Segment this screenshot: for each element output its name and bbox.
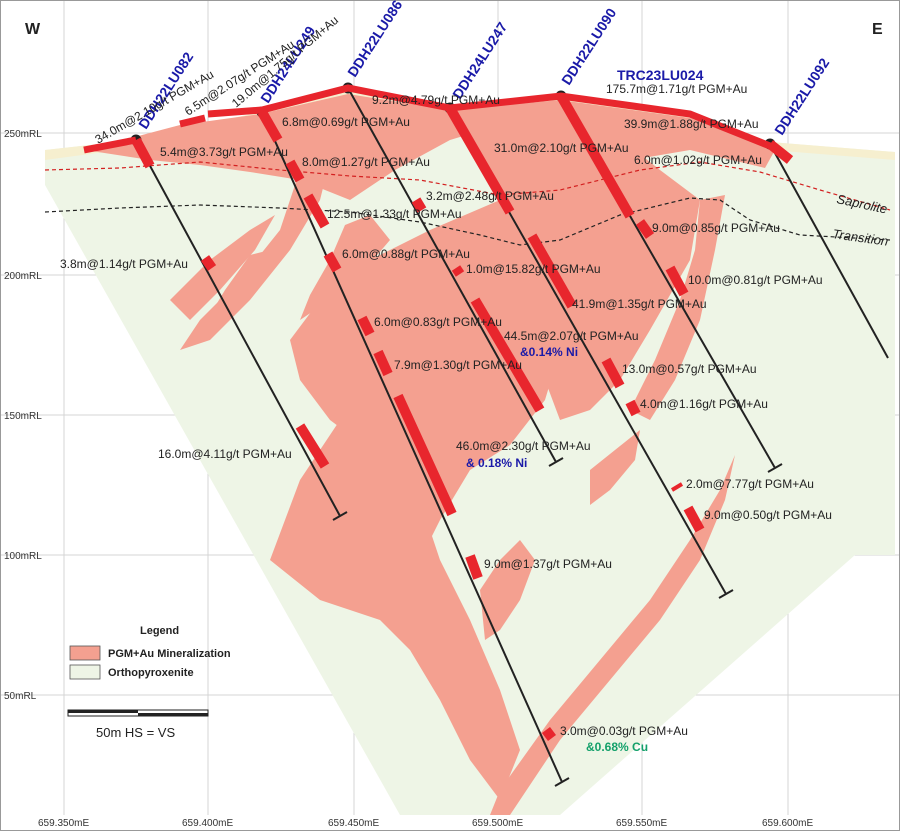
cu-note: &0.68% Cu xyxy=(586,740,648,754)
intercept-label: 31.0m@2.10g/t PGM+Au xyxy=(494,141,629,155)
intercept-label: 44.5m@2.07g/t PGM+Au xyxy=(504,329,639,343)
intercept-label: 6.0m@0.88g/t PGM+Au xyxy=(342,247,470,261)
intercept-label: 2.0m@7.77g/t PGM+Au xyxy=(686,477,814,491)
easting-label: 659.600mE xyxy=(762,818,813,829)
rl-label: 250mRL xyxy=(4,129,42,140)
legend-item: PGM+Au Mineralization xyxy=(108,648,231,660)
intercept-label: 6.0m@1.02g/t PGM+Au xyxy=(634,153,762,167)
intercept-label: 3.2m@2.48g/t PGM+Au xyxy=(426,189,554,203)
intercept-label: 12.5m@1.33g/t PGM+Au xyxy=(327,207,462,221)
easting-label: 659.450mE xyxy=(328,818,379,829)
ni-note: &0.14% Ni xyxy=(520,345,578,359)
easting-label: 659.550mE xyxy=(616,818,667,829)
intercept-label: 1.0m@15.82g/t PGM+Au xyxy=(466,262,601,276)
intercept-label: 4.0m@1.16g/t PGM+Au xyxy=(640,397,768,411)
intercept-label: 16.0m@4.11g/t PGM+Au xyxy=(158,447,292,461)
intercept-labels: 34.0m@2.10g/t PGM+Au 6.5m@2.07g/t PGM+Au… xyxy=(60,13,832,754)
scale-bar: 50m HS = VS xyxy=(67,709,209,740)
intercept-label: 6.0m@0.83g/t PGM+Au xyxy=(374,315,502,329)
intercept-label: 8.0m@1.27g/t PGM+Au xyxy=(302,155,430,169)
drill-trace-092 xyxy=(769,143,889,359)
drill-trace-086 xyxy=(347,87,557,463)
intercept-label: 46.0m@2.30g/t PGM+Au xyxy=(456,439,591,453)
easting-labels: 659.350mE 659.400mE 659.450mE 659.500mE … xyxy=(38,818,813,829)
rl-label: 150mRL xyxy=(4,411,42,422)
intercept-label: 9.0m@0.50g/t PGM+Au xyxy=(704,508,832,522)
easting-label: 659.500mE xyxy=(472,818,523,829)
legend: Legend PGM+Au Mineralization Orthopyroxe… xyxy=(69,625,231,680)
legend-title: Legend xyxy=(140,625,179,637)
intercept-label: 6.8m@0.69g/t PGM+Au xyxy=(282,115,410,129)
intercept-label: 9.0m@0.85g/t PGM+Au xyxy=(652,221,780,235)
intercept-label: 13.0m@0.57g/t PGM+Au xyxy=(622,362,757,376)
transition-boundary xyxy=(44,197,891,246)
ni-note: & 0.18% Ni xyxy=(466,456,527,470)
easting-label: 659.400mE xyxy=(182,818,233,829)
rl-label: 100mRL xyxy=(4,551,42,562)
intercept-label: 5.4m@3.73g/t PGM+Au xyxy=(160,145,288,159)
drill-trace-249 xyxy=(261,111,563,783)
hole-label: DDH22LU086 xyxy=(344,0,405,80)
rl-label: 200mRL xyxy=(4,271,42,282)
intercept-label: 39.9m@1.88g/t PGM+Au xyxy=(624,117,759,131)
easting-label: 659.350mE xyxy=(38,818,89,829)
scale-label: 50m HS = VS xyxy=(96,725,175,740)
legend-swatch-orthopyroxenite xyxy=(69,664,101,680)
intercept-label: 7.9m@1.30g/t PGM+Au xyxy=(394,358,522,372)
hole-label: DDH22LU092 xyxy=(771,55,832,138)
drill-trace-082 xyxy=(135,139,341,517)
hole-label: DDH22LU090 xyxy=(558,5,619,88)
mineralization xyxy=(85,94,775,815)
hole-label: DDH24LU247 xyxy=(449,19,510,102)
intercept-label: 10.0m@0.81g/t PGM+Au xyxy=(688,273,823,287)
legend-swatch-mineralization xyxy=(69,645,101,661)
hole-label: TRC23LU024 xyxy=(617,67,704,83)
intercept-label: 41.9m@1.35g/t PGM+Au xyxy=(572,297,707,311)
legend-item: Orthopyroxenite xyxy=(108,667,194,679)
compass-west: W xyxy=(25,21,41,38)
rl-labels: 250mRL 200mRL 150mRL 100mRL 50mRL xyxy=(4,129,42,702)
intercept-label: 175.7m@1.71g/t PGM+Au xyxy=(606,82,747,96)
intercept-label: 3.8m@1.14g/t PGM+Au xyxy=(60,257,188,271)
intercept-bars xyxy=(83,84,794,741)
intercept-label: 9.2m@4.79g/t PGM+Au xyxy=(372,93,500,107)
intercept-label: 3.0m@0.03g/t PGM+Au xyxy=(560,724,688,738)
rl-label: 50mRL xyxy=(4,691,37,702)
compass-east: E xyxy=(872,21,883,38)
intercept-label: 9.0m@1.37g/t PGM+Au xyxy=(484,557,612,571)
